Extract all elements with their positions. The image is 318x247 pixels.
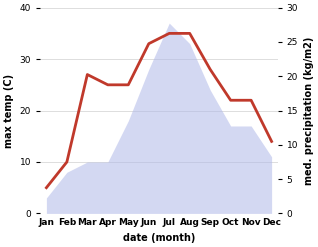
Y-axis label: max temp (C): max temp (C) (4, 73, 14, 148)
Y-axis label: med. precipitation (kg/m2): med. precipitation (kg/m2) (304, 36, 314, 185)
X-axis label: date (month): date (month) (123, 233, 195, 243)
